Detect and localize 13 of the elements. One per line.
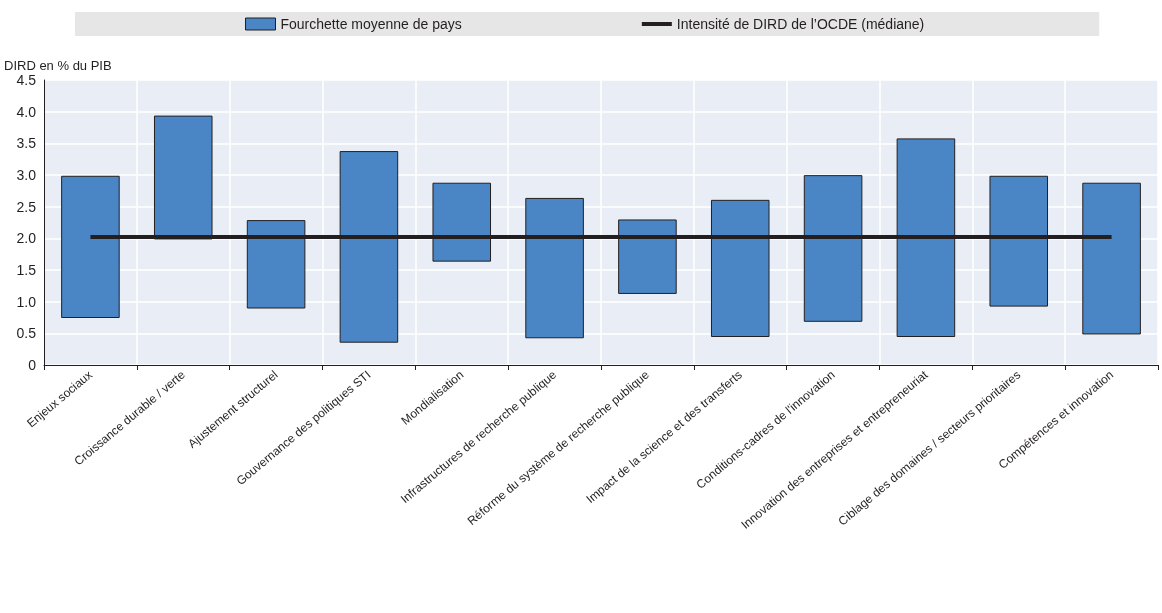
y-tick-label: 4.0 <box>16 103 37 120</box>
y-tick-label: 3.5 <box>16 135 37 152</box>
y-tick-label: 3.0 <box>16 167 37 183</box>
legend-label: Fourchette moyenne de pays <box>280 16 462 32</box>
y-tick-label: 0 <box>28 357 37 373</box>
y-tick-label: 4.5 <box>16 72 37 88</box>
legend-label: Intensité de DIRD de l’OCDE (médiane) <box>676 16 925 32</box>
y-axis-title: DIRD en % du PIB <box>4 58 112 73</box>
y-tick-label: 2.5 <box>16 198 37 215</box>
y-tick-label: 0.5 <box>16 325 37 342</box>
y-tick-label: 1.0 <box>16 293 37 310</box>
y-tick-label: 1.5 <box>16 262 37 278</box>
y-tick-label: 2.0 <box>16 230 37 247</box>
